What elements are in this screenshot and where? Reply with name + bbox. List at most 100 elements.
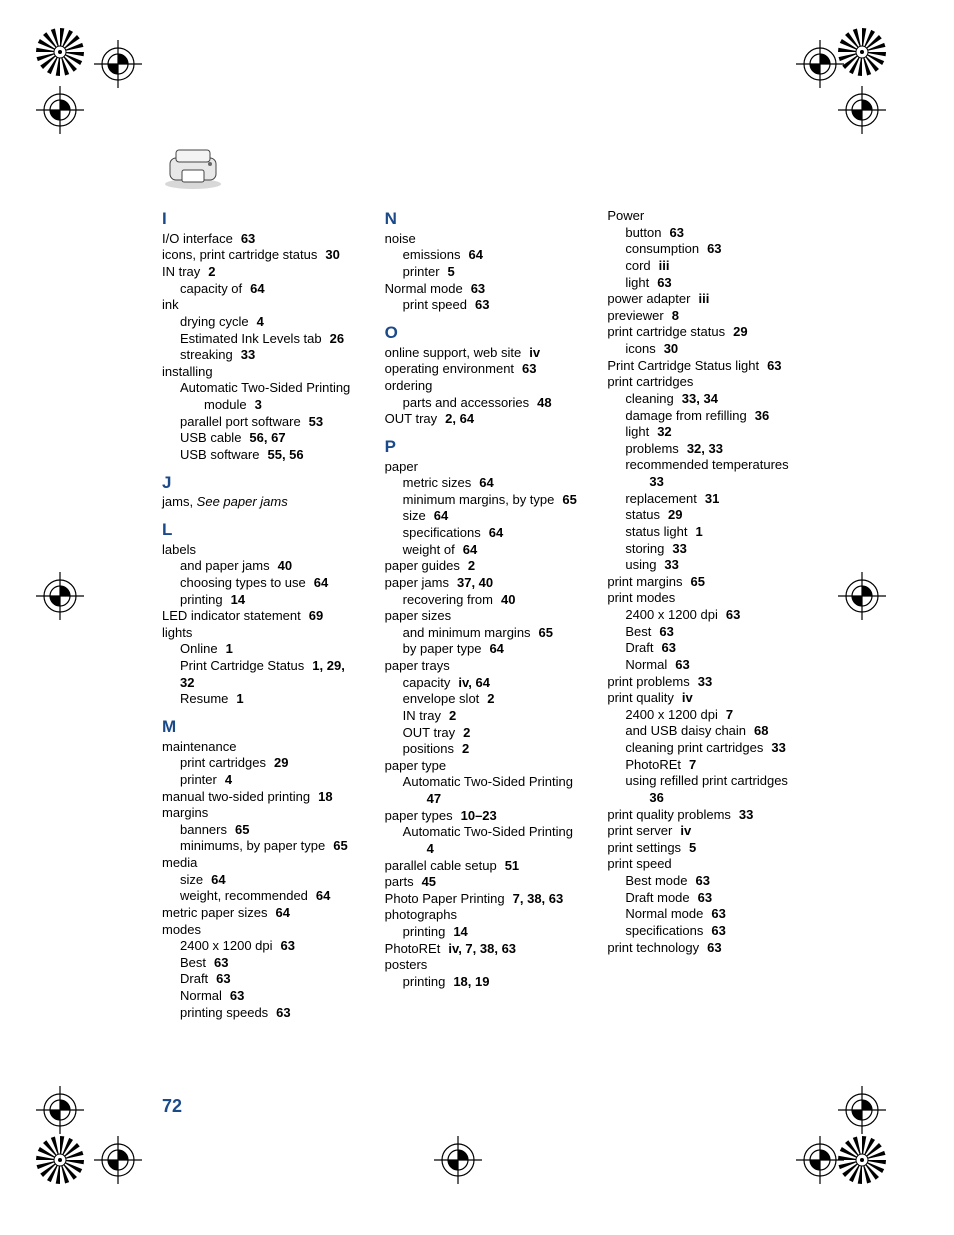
entry-term: using refilled print cartridges [625,773,788,788]
entry-term: Automatic Two-Sided Printing [180,380,350,395]
index-entry: print serveriv [607,823,802,840]
entry-term: printer [403,264,440,279]
entry-term: Best [625,624,651,639]
entry-term: modes [162,922,201,937]
index-entry: problems32, 33 [607,441,802,458]
entry-term: specifications [403,525,481,540]
entry-term: Estimated Ink Levels tab [180,331,322,346]
index-entry: damage from refilling36 [607,408,802,425]
index-entry: print modes [607,590,802,607]
index-entry: minimums, by paper type65 [162,838,357,855]
entry-term: button [625,225,661,240]
entry-term: size [180,872,203,887]
index-entry: Normal mode63 [607,906,802,923]
index-entry: I/O interface 63 [162,231,357,248]
index-entry-continuation: 47 [385,791,580,808]
index-entry: print qualityiv [607,690,802,707]
entry-page: 64 [489,525,503,540]
entry-term: 2400 x 1200 dpi [180,938,273,953]
index-column: II/O interface63icons, print cartridge s… [162,208,357,1021]
index-entry: IN tray2 [162,264,357,281]
entry-term: I/O interface [162,231,233,246]
entry-page: 64 [314,575,328,590]
entry-page: 63 [707,940,721,955]
index-entry: Print Cartridge Status light63 [607,358,802,375]
registration-mark [32,568,88,624]
index-entry: Power [607,208,802,225]
entry-term: paper jams [385,575,449,590]
index-entry: cordiii [607,258,802,275]
index-entry: choosing types to use64 [162,575,357,592]
index-entry: print speed63 [385,297,580,314]
entry-page: 36 [755,408,769,423]
entry-term: replacement [625,491,697,506]
entry-page: iv [682,690,693,705]
entry-term: and paper jams [180,558,270,573]
index-entry: previewer8 [607,308,802,325]
index-entry: Automatic Two-Sided Printing [385,774,580,791]
entry-page: 47 [427,791,441,806]
entry-term: photographs [385,907,457,922]
entry-page: 63 [214,955,228,970]
entry-term: manual two-sided printing [162,789,310,804]
entry-page: 8 [672,308,679,323]
index-entry: USB cable56, 67 [162,430,357,447]
section-letter: N [385,208,580,230]
entry-page: 40 [501,592,515,607]
index-entry: printing14 [385,924,580,941]
registration-mark [834,82,890,138]
index-entry: Best mode63 [607,873,802,890]
entry-page: 64 [434,508,448,523]
entry-term: capacity [403,675,451,690]
entry-term: status [625,507,660,522]
entry-term: paper sizes [385,608,451,623]
entry-page: 69 [309,608,323,623]
entry-term: status light [625,524,687,539]
index-entry: minimum margins, by type65 [385,492,580,509]
entry-page: 37, 40 [457,575,493,590]
index-entry: Resume1 [162,691,357,708]
entry-term: paper types [385,808,453,823]
index-entry: positions2 [385,741,580,758]
entry-term: print quality problems [607,807,731,822]
index-entry: cleaning33, 34 [607,391,802,408]
entry-page: 68 [754,723,768,738]
index-entry: banners65 [162,822,357,839]
entry-page: 33 [739,807,753,822]
entry-term: Resume [180,691,228,706]
index-entry: print speed [607,856,802,873]
entry-term: print speed [403,297,467,312]
entry-page: 2 [468,558,475,573]
entry-term: emissions [403,247,461,262]
index-entry: PhotoREt7 [607,757,802,774]
entry-term: storing [625,541,664,556]
entry-term: IN tray [403,708,441,723]
entry-term: Best [180,955,206,970]
index-entry: paper sizes [385,608,580,625]
entry-term: minimums, by paper type [180,838,325,853]
entry-term: capacity of [180,281,242,296]
index-entry: consumption63 [607,241,802,258]
index-entry: weight, recommended64 [162,888,357,905]
entry-term: parallel cable setup [385,858,497,873]
entry-page: 33 [649,474,663,489]
index-entry: Estimated Ink Levels tab26 [162,331,357,348]
entry-page: 5 [448,264,455,279]
entry-page: 63 [670,225,684,240]
entry-term: print technology [607,940,699,955]
entry-page: 14 [231,592,245,607]
entry-page: 4 [427,841,434,856]
entry-term: posters [385,957,428,972]
index-entry: and USB daisy chain68 [607,723,802,740]
index-entry: posters [385,957,580,974]
index-entry: labels [162,542,357,559]
entry-page: 63 [241,231,255,246]
index-entry: Normal63 [607,657,802,674]
entry-term: maintenance [162,739,236,754]
index-entry: and paper jams40 [162,558,357,575]
entry-page: 65 [235,822,249,837]
index-column: Nnoiseemissions64printer5Normal mode63pr… [385,208,580,1021]
entry-term: cord [625,258,650,273]
index-entry: metric sizes64 [385,475,580,492]
entry-term: USB cable [180,430,241,445]
